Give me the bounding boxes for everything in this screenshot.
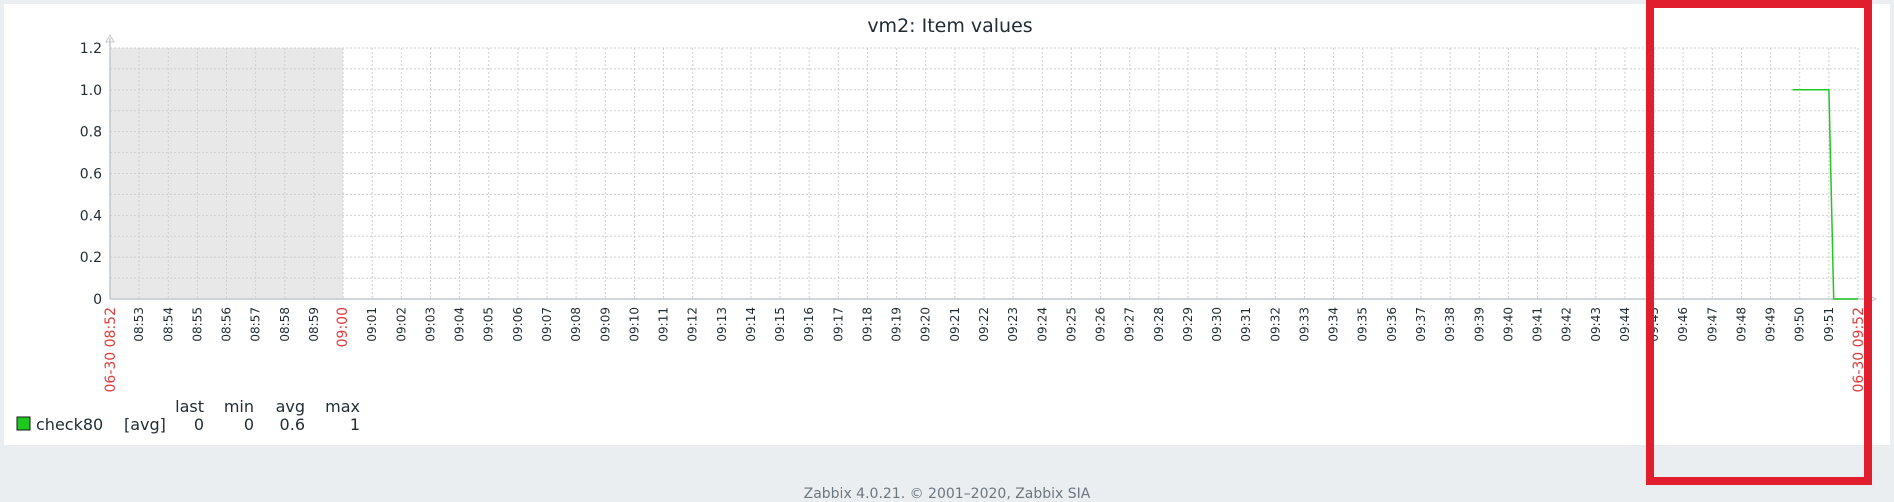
legend-color-swatch	[16, 416, 31, 431]
legend-header-last: last	[175, 397, 204, 416]
x-tick-label: 09:13	[715, 307, 729, 342]
x-tick-label: 09:14	[744, 307, 758, 342]
y-tick-label: 0	[93, 292, 102, 308]
page-footer: Zabbix 4.0.21. © 2001–2020, Zabbix SIA	[803, 486, 1091, 502]
y-tick-label: 0.8	[80, 125, 102, 141]
x-tick-label: 09:46	[1676, 307, 1690, 342]
y-tick-label: 1.0	[80, 83, 102, 99]
x-tick-label: 09:21	[948, 307, 962, 342]
x-tick-label: 09:40	[1501, 307, 1515, 342]
x-tick-label: 09:31	[1239, 307, 1253, 342]
x-tick-label: 09:07	[540, 307, 554, 342]
graph-chart: vm2: Item values 0 0.2 0.4 0.6 0.8 1.0 1.2 06-…	[16, 15, 1878, 434]
x-tick-label: 08:55	[190, 307, 204, 342]
x-tick-label: 09:50	[1793, 307, 1807, 342]
x-tick-label: 09:12	[686, 307, 700, 342]
legend-item-name: check80	[36, 415, 103, 434]
y-tick-label: 0.6	[80, 167, 102, 183]
legend-value-max: 1	[350, 415, 360, 434]
x-tick-label: 09:44	[1618, 307, 1632, 342]
x-tick-label: 08:56	[220, 307, 234, 342]
x-tick-label: 09:41	[1531, 307, 1545, 342]
x-tick-label: 09:01	[365, 307, 379, 342]
x-tick-label: 09:03	[423, 307, 437, 342]
x-tick-label: 09:51	[1822, 307, 1836, 342]
legend-header-max: max	[325, 397, 360, 416]
y-tick-label: 0.2	[80, 250, 102, 266]
x-start-label: 06-30 08:52	[103, 307, 119, 392]
x-tick-label: 08:59	[307, 307, 321, 342]
x-tick-label: 09:04	[453, 307, 467, 342]
chart-title: vm2: Item values	[867, 15, 1032, 37]
x-tick-label: 09:02	[394, 307, 408, 342]
y-axis-arrow	[105, 33, 115, 43]
x-tick-label: 09:00	[335, 307, 351, 347]
x-tick-label: 09:05	[482, 307, 496, 342]
x-tick-label: 09:11	[657, 307, 671, 342]
x-tick-label: 09:32	[1268, 307, 1282, 342]
x-tick-label: 09:34	[1327, 307, 1341, 342]
y-tick-label: 1.2	[80, 41, 102, 57]
x-tick-label: 08:54	[161, 307, 175, 342]
x-tick-label: 09:33	[1297, 307, 1311, 342]
y-tick-label: 0.4	[80, 208, 102, 224]
x-tick-label: 09:24	[1035, 307, 1049, 342]
x-tick-label: 09:10	[627, 307, 641, 342]
x-tick-label: 09:22	[977, 307, 991, 342]
x-tick-label: 09:47	[1705, 307, 1719, 342]
x-tick-label: 09:30	[1210, 307, 1224, 342]
x-tick-label: 09:29	[1181, 307, 1195, 342]
legend-header-avg: avg	[276, 397, 305, 416]
x-tick-label: 09:38	[1443, 307, 1457, 342]
x-tick-label: 09:26	[1094, 307, 1108, 342]
x-tick-label: 09:18	[860, 307, 874, 342]
x-tick-label: 09:45	[1647, 307, 1661, 342]
legend-value-last: 0	[194, 415, 204, 434]
legend-value-avg: 0.6	[280, 415, 305, 434]
x-tick-label: 09:16	[802, 307, 816, 342]
legend-value-min: 0	[244, 415, 254, 434]
graph-panel: vm2: Item values 0 0.2 0.4 0.6 0.8 1.0 1.2 06-…	[4, 4, 1890, 445]
x-end-label: 06-30 09:52	[1851, 307, 1867, 392]
x-tick-label: 09:28	[1152, 307, 1166, 342]
x-tick-label: 09:35	[1356, 307, 1370, 342]
x-tick-label: 09:17	[831, 307, 845, 342]
x-tick-label: 08:58	[278, 307, 292, 342]
legend-header-min: min	[224, 397, 254, 416]
x-tick-label: 09:09	[598, 307, 612, 342]
legend-item-func: [avg]	[124, 415, 166, 434]
x-tick-label: 09:25	[1064, 307, 1078, 342]
x-tick-label: 08:57	[249, 307, 263, 342]
x-tick-label: 08:53	[132, 307, 146, 342]
x-tick-label: 09:20	[919, 307, 933, 342]
x-tick-label: 09:43	[1589, 307, 1603, 342]
x-tick-label: 09:06	[511, 307, 525, 342]
x-tick-label: 09:08	[569, 307, 583, 342]
x-tick-label: 09:27	[1123, 307, 1137, 342]
x-tick-label: 09:15	[773, 307, 787, 342]
x-tick-label: 09:36	[1385, 307, 1399, 342]
x-tick-label: 09:23	[1006, 307, 1020, 342]
series-line-check80	[1792, 89, 1858, 300]
x-tick-label: 09:49	[1764, 307, 1778, 342]
x-tick-label: 09:37	[1414, 307, 1428, 342]
x-tick-label: 09:39	[1472, 307, 1486, 342]
x-tick-label: 09:48	[1734, 307, 1748, 342]
x-tick-label: 09:42	[1560, 307, 1574, 342]
x-tick-label: 09:19	[890, 307, 904, 342]
